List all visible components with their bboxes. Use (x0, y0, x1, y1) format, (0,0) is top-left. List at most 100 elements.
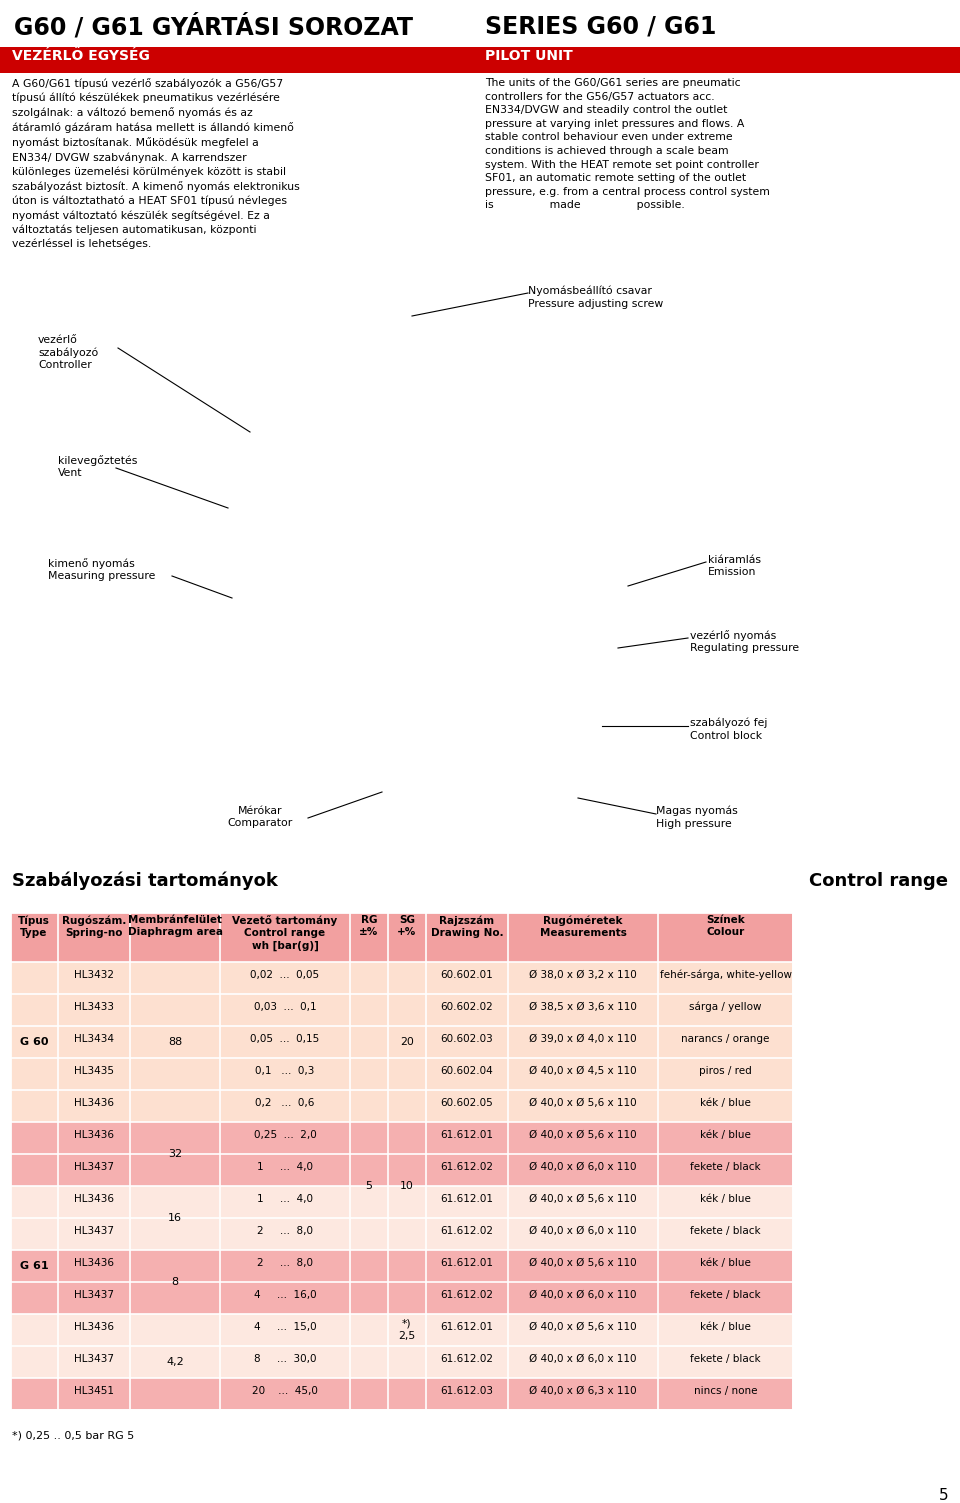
Text: A G60/G61 típusú vezérlő szabályozók a G56/G57
típusú állító készülékek pneumati: A G60/G61 típusú vezérlő szabályozók a G… (12, 78, 300, 249)
Text: Ø 40,0 x Ø 6,0 x 110: Ø 40,0 x Ø 6,0 x 110 (529, 1354, 636, 1365)
Bar (10, 1282, 793, 1314)
Bar (10, 1027, 793, 1058)
Text: HL3436: HL3436 (74, 1099, 114, 1108)
Text: Nyomásbeállító csavar
Pressure adjusting screw: Nyomásbeállító csavar Pressure adjusting… (528, 286, 663, 310)
Text: fehér-sárga, white-yellow: fehér-sárga, white-yellow (660, 969, 791, 980)
Text: Ø 40,0 x Ø 5,6 x 110: Ø 40,0 x Ø 5,6 x 110 (529, 1130, 636, 1139)
Text: Magas nyomás
High pressure: Magas nyomás High pressure (656, 806, 737, 828)
Text: 4,2: 4,2 (166, 1357, 184, 1368)
Bar (10, 1090, 793, 1123)
Text: fekete / black: fekete / black (690, 1162, 761, 1172)
Text: kiáramlás
Emission: kiáramlás Emission (708, 555, 761, 577)
Text: narancs / orange: narancs / orange (682, 1034, 770, 1045)
Text: The units of the G60/G61 series are pneumatic
controllers for the G56/G57 actuat: The units of the G60/G61 series are pneu… (485, 78, 770, 210)
Text: 20    ...  45,0: 20 ... 45,0 (252, 1386, 318, 1396)
Text: HL3437: HL3437 (74, 1162, 114, 1172)
Text: vezérlő nyomás
Regulating pressure: vezérlő nyomás Regulating pressure (690, 630, 799, 654)
Text: sárga / yellow: sárga / yellow (689, 1003, 761, 1013)
Text: PILOT UNIT: PILOT UNIT (485, 50, 573, 63)
Text: 0,2   ...  0,6: 0,2 ... 0,6 (255, 1099, 315, 1108)
Text: HL3437: HL3437 (74, 1290, 114, 1300)
Text: Típus
Type: Típus Type (18, 915, 50, 938)
Text: HL3437: HL3437 (74, 1226, 114, 1235)
Text: VEZÉRLŐ EGYSÉG: VEZÉRLŐ EGYSÉG (12, 50, 150, 63)
Bar (10, 1186, 793, 1217)
Text: Ø 40,0 x Ø 6,3 x 110: Ø 40,0 x Ø 6,3 x 110 (529, 1386, 636, 1396)
Text: Ø 40,0 x Ø 6,0 x 110: Ø 40,0 x Ø 6,0 x 110 (529, 1290, 636, 1300)
Text: Mérókar
Comparator: Mérókar Comparator (228, 806, 293, 828)
Text: Ø 40,0 x Ø 6,0 x 110: Ø 40,0 x Ø 6,0 x 110 (529, 1226, 636, 1235)
Text: Ø 40,0 x Ø 5,6 x 110: Ø 40,0 x Ø 5,6 x 110 (529, 1099, 636, 1108)
Text: 2     ...  8,0: 2 ... 8,0 (257, 1258, 313, 1269)
Text: 60.602.03: 60.602.03 (441, 1034, 493, 1045)
Bar (10, 993, 793, 1027)
Text: HL3451: HL3451 (74, 1386, 114, 1396)
Text: Membránfelület
Diaphragm area: Membránfelület Diaphragm area (128, 915, 223, 938)
Text: kimenő nyomás
Measuring pressure: kimenő nyomás Measuring pressure (48, 558, 156, 582)
Text: 8: 8 (172, 1278, 179, 1287)
Bar (10, 1378, 793, 1410)
Text: 61.612.02: 61.612.02 (441, 1290, 493, 1300)
Text: 61.612.03: 61.612.03 (441, 1386, 493, 1396)
Text: HL3435: HL3435 (74, 1066, 114, 1076)
Text: vezérlő
szabályozó
Controller: vezérlő szabályozó Controller (38, 335, 98, 370)
Text: 0,1   ...  0,3: 0,1 ... 0,3 (255, 1066, 315, 1076)
Text: Ø 40,0 x Ø 4,5 x 110: Ø 40,0 x Ø 4,5 x 110 (529, 1066, 636, 1076)
Text: nincs / none: nincs / none (694, 1386, 757, 1396)
Text: HL3437: HL3437 (74, 1354, 114, 1365)
Text: HL3434: HL3434 (74, 1034, 114, 1045)
Text: G60 / G61 GYÁRTÁSI SOROZAT: G60 / G61 GYÁRTÁSI SOROZAT (14, 14, 413, 39)
Bar (10, 912, 793, 962)
Text: Rugószám.
Spring-no: Rugószám. Spring-no (61, 915, 126, 938)
Bar (10, 1347, 793, 1378)
Text: kék / blue: kék / blue (700, 1323, 751, 1332)
Text: G 61: G 61 (20, 1261, 48, 1272)
Text: kék / blue: kék / blue (700, 1130, 751, 1139)
Text: *) 0,25 .. 0,5 bar RG 5: *) 0,25 .. 0,5 bar RG 5 (12, 1429, 134, 1440)
Text: 10: 10 (400, 1181, 414, 1190)
Text: 61.612.01: 61.612.01 (441, 1130, 493, 1139)
Text: Ø 39,0 x Ø 4,0 x 110: Ø 39,0 x Ø 4,0 x 110 (529, 1034, 636, 1045)
Text: 0,25  ...  2,0: 0,25 ... 2,0 (253, 1130, 317, 1139)
Text: 61.612.01: 61.612.01 (441, 1258, 493, 1269)
Text: Control range: Control range (809, 872, 948, 890)
Text: Színek
Colour: Színek Colour (707, 915, 745, 938)
Text: 2     ...  8,0: 2 ... 8,0 (257, 1226, 313, 1235)
Text: 4     ...  16,0: 4 ... 16,0 (253, 1290, 316, 1300)
Text: 88: 88 (168, 1037, 182, 1048)
Text: 4     ...  15,0: 4 ... 15,0 (253, 1323, 316, 1332)
Text: kék / blue: kék / blue (700, 1258, 751, 1269)
Text: 32: 32 (168, 1148, 182, 1159)
Text: 1     ...  4,0: 1 ... 4,0 (257, 1193, 313, 1204)
Text: HL3436: HL3436 (74, 1323, 114, 1332)
Text: HL3432: HL3432 (74, 969, 114, 980)
Bar (0, 47, 960, 74)
Bar (10, 1123, 793, 1154)
Text: HL3433: HL3433 (74, 1003, 114, 1012)
Text: 61.612.02: 61.612.02 (441, 1162, 493, 1172)
Text: 20: 20 (400, 1037, 414, 1048)
Text: SG
+%: SG +% (397, 915, 417, 938)
Text: HL3436: HL3436 (74, 1130, 114, 1139)
Bar (10, 1217, 793, 1250)
Text: Rugóméretek
Measurements: Rugóméretek Measurements (540, 915, 627, 938)
Text: Ø 40,0 x Ø 5,6 x 110: Ø 40,0 x Ø 5,6 x 110 (529, 1193, 636, 1204)
Text: *)
2,5: *) 2,5 (398, 1318, 416, 1341)
Text: kék / blue: kék / blue (700, 1099, 751, 1108)
Text: 61.612.01: 61.612.01 (441, 1193, 493, 1204)
Text: Ø 40,0 x Ø 5,6 x 110: Ø 40,0 x Ø 5,6 x 110 (529, 1323, 636, 1332)
Text: Ø 40,0 x Ø 6,0 x 110: Ø 40,0 x Ø 6,0 x 110 (529, 1162, 636, 1172)
Text: 60.602.02: 60.602.02 (441, 1003, 493, 1012)
Bar (10, 962, 793, 993)
Text: 0,02  ...  0,05: 0,02 ... 0,05 (251, 969, 320, 980)
Text: 16: 16 (168, 1213, 182, 1223)
Text: 5: 5 (366, 1181, 372, 1190)
Text: fekete / black: fekete / black (690, 1354, 761, 1365)
Text: Ø 40,0 x Ø 5,6 x 110: Ø 40,0 x Ø 5,6 x 110 (529, 1258, 636, 1269)
Text: 8     ...  30,0: 8 ... 30,0 (253, 1354, 316, 1365)
Bar (10, 1058, 793, 1090)
Bar (10, 1250, 793, 1282)
Text: HL3436: HL3436 (74, 1193, 114, 1204)
Text: 0,05  ...  0,15: 0,05 ... 0,15 (251, 1034, 320, 1045)
Text: SERIES G60 / G61: SERIES G60 / G61 (485, 14, 716, 38)
